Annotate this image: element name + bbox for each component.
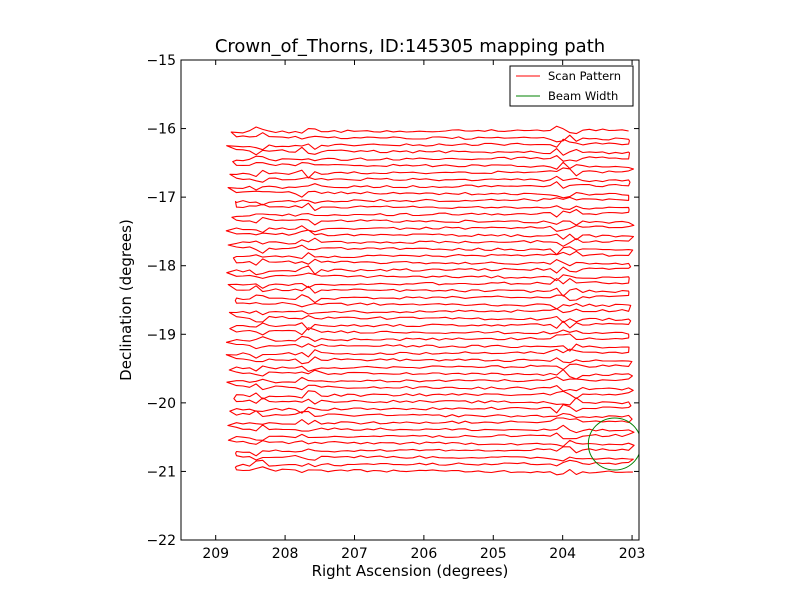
beam-width-series	[587, 417, 639, 471]
legend-label-beam-width: Beam Width	[548, 89, 618, 103]
scan-pattern-series	[225, 125, 635, 476]
y-tick-label: −15	[146, 53, 176, 69]
legend-box	[509, 65, 634, 107]
y-tick-label: −17	[146, 190, 176, 206]
beam-width-circle	[587, 417, 639, 471]
y-axis: −15 −16 −17 −18 −19 −20 −21 −22	[146, 53, 639, 549]
y-tick-label: −22	[146, 533, 176, 549]
x-tick-label: 208	[272, 546, 299, 562]
y-tick-label: −18	[146, 259, 176, 275]
legend: Scan Pattern Beam Width	[509, 65, 634, 107]
x-tick-label: 204	[549, 546, 576, 562]
y-axis-label: Declination (degrees)	[117, 219, 135, 381]
y-tick-label: −21	[146, 464, 176, 480]
chart-title: Crown_of_Thorns, ID:145305 mapping path	[215, 36, 605, 57]
y-tick-label: −19	[146, 327, 176, 343]
x-tick-label: 207	[341, 546, 368, 562]
legend-label-scan-pattern: Scan Pattern	[548, 69, 621, 83]
y-tick-label: −20	[146, 396, 176, 412]
x-tick-label: 205	[480, 546, 507, 562]
plot-frame	[180, 59, 640, 541]
x-axis-label: Right Ascension (degrees)	[312, 562, 509, 580]
x-tick-label: 206	[411, 546, 438, 562]
x-tick-label: 203	[619, 546, 646, 562]
x-axis: 209 208 207 206 205 204 203	[202, 60, 645, 562]
x-tick-label: 209	[202, 546, 229, 562]
y-tick-label: −16	[146, 122, 176, 138]
scan-pattern-line	[225, 125, 635, 476]
